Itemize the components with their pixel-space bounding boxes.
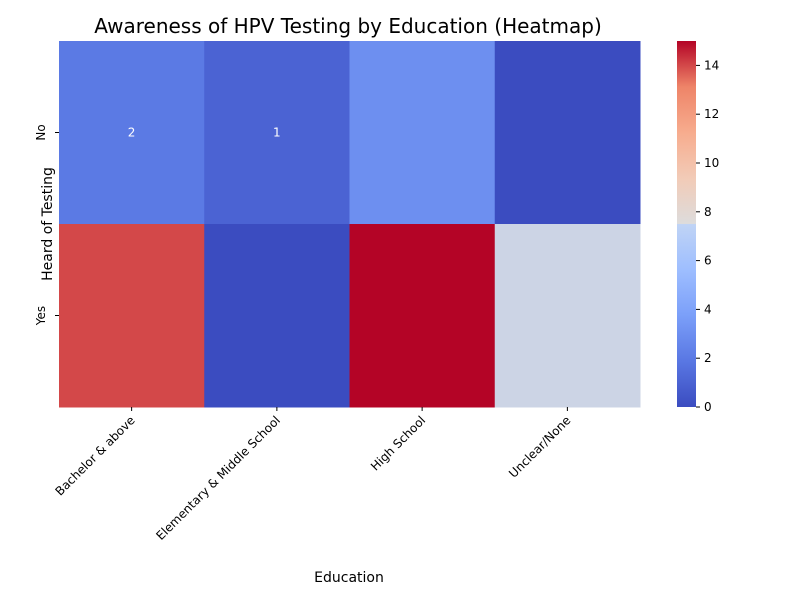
colorbar-tick-label: 14 [704, 58, 719, 72]
y-axis-label: Heard of Testing [40, 167, 56, 281]
cell-value-label: 2 [128, 126, 136, 140]
x-tick-label: Unclear/None [506, 413, 573, 480]
x-tick-label: Bachelor & above [52, 413, 137, 498]
heatmap-cell [494, 41, 641, 225]
colorbar-tick-label: 10 [704, 156, 719, 170]
y-tick-label: No [34, 124, 48, 140]
colorbar-ticks: 0 2 4 6 8 10 12 14 [696, 58, 719, 414]
colorbar-tick-label: 6 [704, 254, 712, 268]
colorbar-tick-label: 4 [704, 302, 712, 316]
x-axis-ticks: Bachelor & above Elementary & Middle Scho… [52, 407, 573, 543]
colorbar-tick-label: 8 [704, 205, 712, 219]
colorbar-tick-label: 2 [704, 351, 712, 365]
heatmap-cell [59, 224, 205, 408]
heatmap-cell [204, 224, 350, 408]
colorbar-tick-label: 12 [704, 107, 719, 121]
y-tick-label: Yes [34, 306, 48, 326]
colorbar [677, 41, 696, 407]
heatmap-cell [349, 224, 496, 408]
heatmap-cell [494, 224, 641, 408]
heatmap-cell [59, 41, 205, 225]
x-tick-label: Elementary & Middle School [153, 413, 283, 543]
heatmap-cell [349, 41, 496, 225]
heatmap-cell [204, 41, 350, 225]
cell-value-label: 1 [273, 126, 281, 140]
x-tick-label: High School [368, 413, 428, 473]
y-axis-ticks: No Yes [34, 124, 59, 326]
colorbar-tick-label: 0 [704, 400, 712, 414]
chart-title: Awareness of HPV Testing by Education (H… [94, 14, 602, 38]
x-axis-label: Education [314, 570, 384, 586]
